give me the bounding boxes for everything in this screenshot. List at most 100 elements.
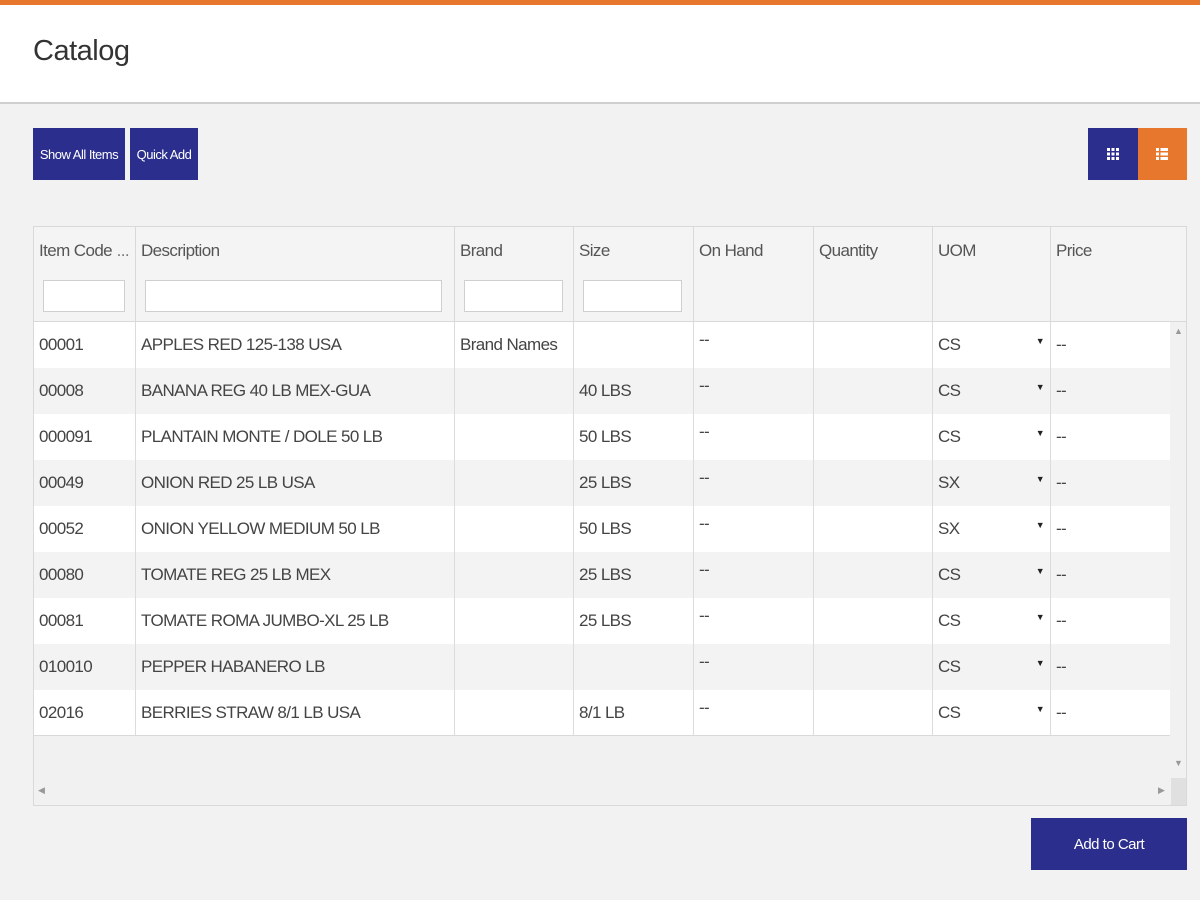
scroll-left-icon[interactable]: ◀ (38, 785, 45, 795)
item-code-cell: 00052 (34, 506, 136, 552)
price-cell: -- (1056, 473, 1067, 492)
column-label-description: Description (141, 241, 220, 260)
uom-select[interactable]: SX ▼ (933, 460, 1051, 506)
table-row[interactable]: 00081 TOMATE ROMA JUMBO-XL 25 LB 25 LBS … (34, 598, 1170, 644)
page-header: Catalog (0, 5, 1200, 104)
on-hand-cell: -- (694, 414, 814, 460)
uom-select[interactable]: CS ▼ (933, 552, 1051, 598)
column-header-uom[interactable]: UOM (933, 227, 1051, 321)
quantity-cell[interactable] (814, 460, 933, 506)
dropdown-caret-icon: ▼ (1035, 612, 1045, 622)
table-row[interactable]: 00008 BANANA REG 40 LB MEX-GUA 40 LBS --… (34, 368, 1170, 414)
add-to-cart-button[interactable]: Add to Cart (1031, 818, 1187, 870)
uom-select[interactable]: CS ▼ (933, 322, 1051, 368)
item-code-filter-input[interactable] (43, 280, 125, 312)
brand-cell (455, 414, 574, 460)
price-cell: -- (1056, 657, 1067, 676)
brand-cell (455, 644, 574, 690)
dropdown-caret-icon: ▼ (1035, 658, 1045, 668)
uom-value: CS (938, 703, 961, 722)
item-code-cell: 00080 (34, 552, 136, 598)
table-row[interactable]: 00080 TOMATE REG 25 LB MEX 25 LBS -- CS ▼… (34, 552, 1170, 598)
catalog-grid: Item Code ... Description Brand Size On … (33, 226, 1187, 806)
dropdown-caret-icon: ▼ (1035, 520, 1045, 530)
size-cell: 40 LBS (574, 368, 694, 414)
column-header-size[interactable]: Size (574, 227, 694, 321)
quick-add-button[interactable]: Quick Add (130, 128, 198, 180)
item-code-cell: 00081 (34, 598, 136, 644)
uom-select[interactable]: SX ▼ (933, 506, 1051, 552)
size-cell: 25 LBS (574, 598, 694, 644)
uom-value: CS (938, 427, 961, 446)
column-header-brand[interactable]: Brand (455, 227, 574, 321)
description-cell: PEPPER HABANERO LB (136, 644, 455, 690)
brand-cell (455, 690, 574, 736)
price-cell: -- (1056, 519, 1067, 538)
brand-filter-input[interactable] (464, 280, 563, 312)
item-code-cell: 00001 (34, 322, 136, 368)
uom-value: CS (938, 611, 961, 630)
quantity-cell[interactable] (814, 368, 933, 414)
quantity-cell[interactable] (814, 644, 933, 690)
column-header-price[interactable]: Price (1051, 227, 1186, 321)
size-filter-input[interactable] (583, 280, 682, 312)
size-cell: 25 LBS (574, 552, 694, 598)
size-cell: 50 LBS (574, 506, 694, 552)
size-cell (574, 644, 694, 690)
scroll-right-icon[interactable]: ▶ (1158, 785, 1165, 795)
table-row[interactable]: 00052 ONION YELLOW MEDIUM 50 LB 50 LBS -… (34, 506, 1170, 552)
dropdown-caret-icon: ▼ (1035, 704, 1045, 714)
description-filter-input[interactable] (145, 280, 442, 312)
grid-icon (1106, 148, 1119, 160)
quantity-cell[interactable] (814, 552, 933, 598)
quantity-cell[interactable] (814, 322, 933, 368)
uom-select[interactable]: CS ▼ (933, 368, 1051, 414)
vertical-scrollbar[interactable]: ▲ ▼ (1171, 322, 1186, 778)
uom-select[interactable]: CS ▼ (933, 598, 1051, 644)
table-row[interactable]: 000091 PLANTAIN MONTE / DOLE 50 LB 50 LB… (34, 414, 1170, 460)
on-hand-cell: -- (694, 644, 814, 690)
horizontal-scrollbar[interactable]: ◀ ▶ (34, 778, 1171, 805)
uom-value: SX (938, 473, 960, 492)
quantity-cell[interactable] (814, 506, 933, 552)
table-row[interactable]: 02016 BERRIES STRAW 8/1 LB USA 8/1 LB --… (34, 690, 1170, 736)
column-header-item-code[interactable]: Item Code ... (34, 227, 136, 321)
uom-select[interactable]: CS ▼ (933, 644, 1051, 690)
column-header-description[interactable]: Description (136, 227, 455, 321)
uom-select[interactable]: CS ▼ (933, 414, 1051, 460)
list-view-button[interactable] (1137, 128, 1187, 180)
on-hand-cell: -- (694, 552, 814, 598)
uom-value: CS (938, 381, 961, 400)
brand-cell (455, 598, 574, 644)
quantity-cell[interactable] (814, 414, 933, 460)
dropdown-caret-icon: ▼ (1035, 382, 1045, 392)
column-header-quantity[interactable]: Quantity (814, 227, 933, 321)
on-hand-cell: -- (694, 690, 814, 736)
dropdown-caret-icon: ▼ (1035, 428, 1045, 438)
item-code-cell: 00008 (34, 368, 136, 414)
scroll-down-icon[interactable]: ▼ (1174, 758, 1183, 768)
description-cell: TOMATE REG 25 LB MEX (136, 552, 455, 598)
description-cell: PLANTAIN MONTE / DOLE 50 LB (136, 414, 455, 460)
top-accent-bar (0, 0, 1200, 5)
column-label-price: Price (1056, 241, 1092, 260)
scroll-up-icon[interactable]: ▲ (1174, 326, 1183, 336)
uom-select[interactable]: CS ▼ (933, 690, 1051, 736)
table-row[interactable]: 010010 PEPPER HABANERO LB -- CS ▼ -- (34, 644, 1170, 690)
item-code-cell: 010010 (34, 644, 136, 690)
grid-header: Item Code ... Description Brand Size On … (34, 227, 1186, 322)
grid-view-button[interactable] (1088, 128, 1138, 180)
table-row[interactable]: 00001 APPLES RED 125-138 USA Brand Names… (34, 322, 1170, 368)
table-row[interactable]: 00049 ONION RED 25 LB USA 25 LBS -- SX ▼ … (34, 460, 1170, 506)
quantity-cell[interactable] (814, 598, 933, 644)
brand-cell (455, 460, 574, 506)
column-header-on-hand[interactable]: On Hand (694, 227, 814, 321)
quantity-cell[interactable] (814, 690, 933, 736)
description-cell: TOMATE ROMA JUMBO-XL 25 LB (136, 598, 455, 644)
price-cell: -- (1056, 335, 1067, 354)
price-cell: -- (1056, 703, 1067, 722)
column-label-size: Size (579, 241, 610, 260)
uom-value: CS (938, 565, 961, 584)
scrollbar-corner (1171, 778, 1186, 805)
show-all-items-button[interactable]: Show All Items (33, 128, 125, 180)
